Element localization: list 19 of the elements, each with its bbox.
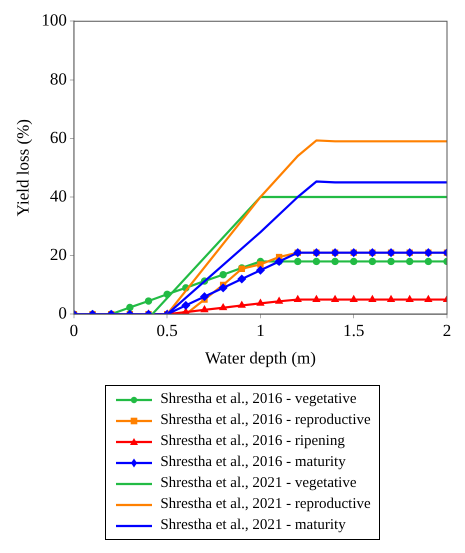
- legend-label: Shrestha et al., 2016 - reproductive: [160, 411, 371, 430]
- legend-label: Shrestha et al., 2016 - ripening: [160, 432, 345, 451]
- legend-label: Shrestha et al., 2016 - vegetative: [160, 390, 356, 409]
- legend-label: Shrestha et al., 2021 - vegetative: [160, 474, 356, 493]
- y-tick-label: 100: [41, 10, 67, 30]
- y-tick-label: 60: [50, 128, 67, 147]
- x-axis-title: Water depth (m): [204, 348, 316, 368]
- x-tick-label: 1: [256, 320, 265, 340]
- x-tick-label: 0.5: [156, 320, 178, 340]
- legend-label: Shrestha et al., 2016 - maturity: [160, 453, 346, 472]
- x-tick-label: 1.5: [343, 320, 364, 340]
- y-tick-label: 20: [50, 245, 67, 264]
- y-tick-label: 80: [50, 69, 67, 88]
- x-tick-label: 2: [442, 320, 452, 340]
- legend-label: Shrestha et al., 2021 - maturity: [160, 516, 346, 535]
- y-tick-label: 0: [58, 304, 67, 323]
- y-tick-label: 40: [50, 186, 67, 206]
- legend-label: Shrestha et al., 2021 - reproductive: [160, 495, 371, 514]
- y-axis-title: Yield loss (%): [14, 119, 33, 216]
